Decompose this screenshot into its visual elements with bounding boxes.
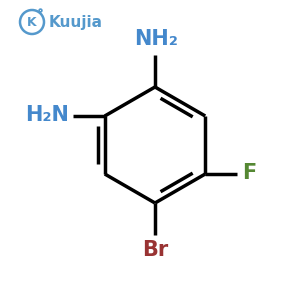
Text: Kuujia: Kuujia bbox=[49, 14, 103, 29]
Text: H₂N: H₂N bbox=[25, 105, 69, 125]
Text: F: F bbox=[242, 163, 256, 183]
Text: Br: Br bbox=[142, 240, 168, 260]
Text: K: K bbox=[27, 16, 37, 28]
Text: NH₂: NH₂ bbox=[134, 29, 178, 49]
